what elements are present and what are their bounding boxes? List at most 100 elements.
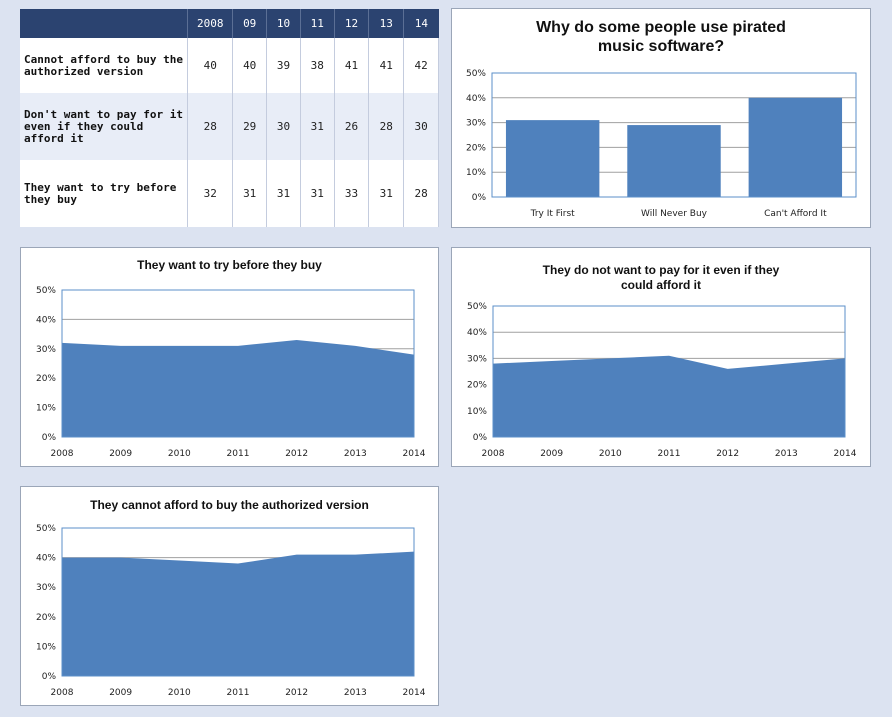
y-tick-label: 30% <box>36 345 56 355</box>
area-chart-plot: 0% 10% 20% 30% 40% 50% 2008 2009 2010 2011 2012 201… <box>467 302 857 459</box>
table-cell: 39 <box>266 38 301 93</box>
y-tick-label: 40% <box>467 328 487 338</box>
table-cell: 26 <box>334 93 370 160</box>
table-cell: 28 <box>403 160 439 227</box>
x-tick-label: 2010 <box>168 449 191 459</box>
plot-frame <box>61 289 415 438</box>
y-tick-label: 30% <box>466 119 486 129</box>
x-tick-label: Try It First <box>530 209 576 219</box>
x-tick-label: 2011 <box>227 688 250 698</box>
table-cell: 30 <box>266 93 301 160</box>
y-tick-label: 10% <box>36 404 56 414</box>
y-tick-label: 30% <box>467 354 487 364</box>
table-cell: 31 <box>300 93 335 160</box>
table-cell: 31 <box>368 160 405 227</box>
table-cell: 31 <box>300 160 335 227</box>
area-series <box>62 339 414 437</box>
y-tick-label: 0% <box>472 193 487 203</box>
data-point <box>295 553 299 557</box>
table-cell: 40 <box>232 38 268 93</box>
y-tick-label: 20% <box>36 613 56 623</box>
table-header-cell: 13 <box>368 9 405 38</box>
chart-panel-afford: They cannot afford to buy the authorized… <box>20 486 439 706</box>
x-tick-label: 2012 <box>716 449 739 459</box>
y-tick-label: 40% <box>36 315 56 325</box>
data-point <box>353 344 357 348</box>
y-tick-label: 0% <box>473 433 488 443</box>
data-point <box>119 556 123 560</box>
chart-title: They cannot afford to buy the authorized… <box>90 498 369 512</box>
y-tick-label: 20% <box>466 143 486 153</box>
y-tick-label: 40% <box>466 94 486 104</box>
data-point <box>236 562 240 566</box>
chart-panel-try: They want to try before they buy 0% 10% 20… <box>20 247 439 467</box>
x-tick-label: 2008 <box>482 449 505 459</box>
table-header-cell <box>20 9 189 38</box>
table-cell: 41 <box>334 38 370 93</box>
table-cell: 28 <box>187 93 234 160</box>
x-tick-label: 2011 <box>658 449 681 459</box>
data-point <box>608 356 612 360</box>
x-tick-label: 2013 <box>344 688 367 698</box>
y-tick-label: 20% <box>36 374 56 384</box>
table-header-cell: 11 <box>300 9 335 38</box>
table-header-cell: 12 <box>334 9 370 38</box>
data-point <box>667 354 671 358</box>
x-tick-label: Will Never Buy <box>641 209 708 219</box>
y-tick-label: 50% <box>36 286 56 296</box>
x-tick-label: 2008 <box>51 449 74 459</box>
plot-frame <box>492 305 846 438</box>
table-cell: 28 <box>368 93 405 160</box>
area-chart-plot: 0% 10% 20% 30% 40% 50% 2008 2009 2010 2011 2012 201… <box>36 286 426 459</box>
table-cell: 40 <box>187 38 234 93</box>
data-point <box>491 362 495 366</box>
row-label: Don't want to pay for it even if they co… <box>20 93 189 160</box>
area-series <box>493 355 845 437</box>
y-tick-label: 20% <box>467 381 487 391</box>
data-point <box>60 341 64 345</box>
plot-frame <box>61 527 415 677</box>
area-series <box>62 551 414 676</box>
y-tick-label: 10% <box>467 407 487 417</box>
x-tick-label: 2010 <box>168 688 191 698</box>
data-point <box>843 356 847 360</box>
area-chart-plot: 0% 10% 20% 30% 40% 50% 2008 2009 2010 2011 2012 201… <box>36 524 426 698</box>
table-header-cell: 2008 <box>187 9 234 38</box>
row-label: Cannot afford to buy the authorized vers… <box>20 38 189 93</box>
x-tick-label: 2014 <box>403 449 426 459</box>
table-cell: 42 <box>403 38 439 93</box>
y-tick-label: 50% <box>466 69 486 79</box>
table-cell: 32 <box>187 160 234 227</box>
data-point <box>353 553 357 557</box>
x-tick-label: 2011 <box>227 449 250 459</box>
data-point <box>295 338 299 342</box>
table-header-cell: 09 <box>232 9 268 38</box>
table-cell: 30 <box>403 93 439 160</box>
table-row: Cannot afford to buy the authorized vers… <box>20 38 439 93</box>
table-cell: 31 <box>266 160 301 227</box>
chart-title: They want to try before they buy <box>137 258 322 272</box>
bar <box>748 97 843 197</box>
x-tick-label: 2008 <box>51 688 74 698</box>
table-cell: 41 <box>368 38 405 93</box>
data-table: 2008 09 10 11 12 13 14 Cannot afford to … <box>20 9 439 227</box>
x-tick-label: 2009 <box>109 449 132 459</box>
data-point <box>412 550 416 554</box>
table-cell: 38 <box>300 38 335 93</box>
x-tick-label: 2012 <box>285 449 308 459</box>
y-tick-label: 0% <box>42 672 57 682</box>
x-tick-label: 2012 <box>285 688 308 698</box>
y-tick-label: 40% <box>36 554 56 564</box>
table-header-cell: 10 <box>266 9 301 38</box>
table-row: They want to try before they buy 32 31 3… <box>20 160 439 227</box>
bar-chart-plot: 0% 10% 20% 30% 40% 50% Try It First Will Never … <box>466 69 857 219</box>
table-cell: 31 <box>232 160 268 227</box>
y-tick-label: 50% <box>467 302 487 312</box>
data-point <box>726 367 730 371</box>
y-tick-label: 0% <box>42 433 57 443</box>
data-point <box>784 362 788 366</box>
chart-title: Why do some people use pirated music sof… <box>536 19 786 55</box>
table-cell: 29 <box>232 93 268 160</box>
x-tick-label: 2009 <box>109 688 132 698</box>
plot-frame <box>491 72 857 198</box>
